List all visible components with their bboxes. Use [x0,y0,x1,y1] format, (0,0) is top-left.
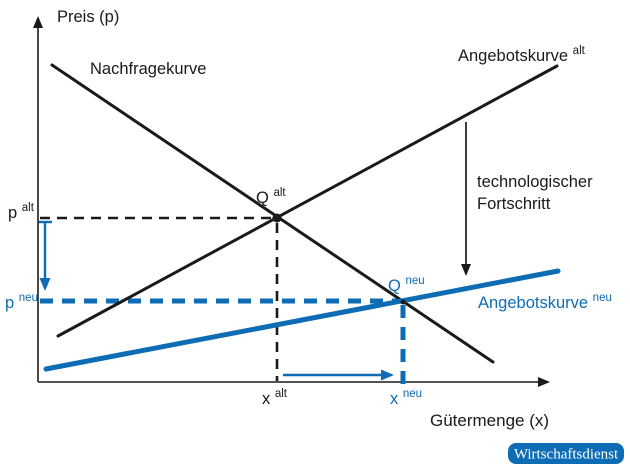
point-label-q-new: Q neu [388,275,425,295]
point-label-q-old: Q alt [256,187,286,207]
demand-curve-line [50,63,495,364]
tick-label-p-new: p neu [5,292,38,312]
brand-badge: Wirtschaftsdienst [508,443,624,464]
demand-curve-label: Nachfragekurve [90,60,206,78]
supply-curve-old-label: Angebotskurve alt [458,45,586,65]
supply-curve-new-line [43,268,561,372]
tick-label-p-old: p alt [8,202,35,222]
tech-progress-label-line1: technologischer [477,173,593,191]
equilibrium-point-new [400,299,406,305]
x-axis-label: Gütermenge (x) [430,411,549,430]
tick-label-x-old: x alt [262,388,288,408]
brand-badge-label: Wirtschaftsdienst [514,447,619,463]
supply-curve-old-line [56,64,559,338]
supply-curve-new-label: Angebotskurve neu [478,292,612,312]
tech-progress-label-line2: Fortschritt [477,195,551,213]
brand-badge-background [508,443,624,464]
y-axis-label: Preis (p) [57,8,119,26]
equilibrium-point-old [272,213,282,223]
tick-label-x-new: x neu [390,388,422,408]
